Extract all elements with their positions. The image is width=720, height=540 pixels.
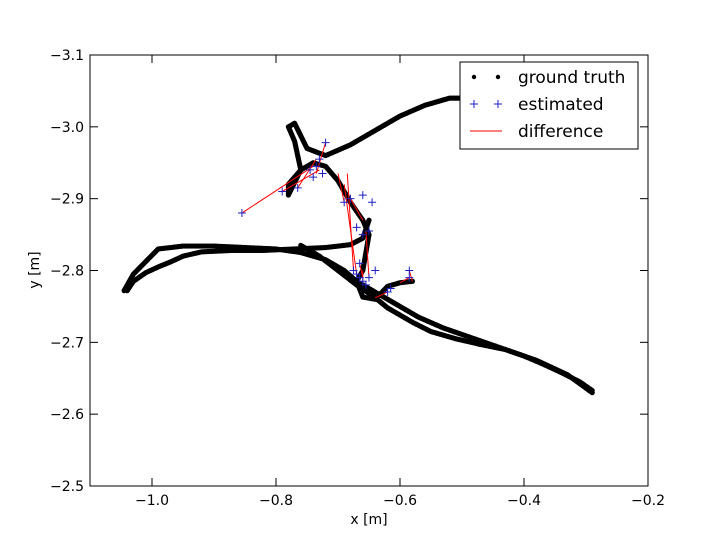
estimated-point (358, 191, 367, 200)
legend-label-estimated: estimated (518, 95, 604, 115)
estimated-point (371, 266, 380, 275)
y-tick-label: −3.0 (50, 120, 84, 136)
ground-truth-point (366, 217, 372, 223)
estimated-point (346, 194, 355, 203)
estimated-point (368, 198, 377, 207)
estimated-point (340, 198, 349, 207)
estimated-point (386, 284, 395, 293)
legend-box (459, 61, 639, 150)
x-tick-label: −0.2 (631, 493, 665, 509)
difference-line (315, 142, 327, 174)
x-tick-label: −0.8 (259, 493, 293, 509)
difference-line (365, 230, 370, 278)
estimated-point (361, 280, 370, 289)
difference-line (297, 158, 317, 189)
estimated-point (355, 259, 364, 268)
estimated-point (312, 162, 321, 171)
difference-line (346, 173, 354, 271)
x-axis-label: x [m] (350, 512, 387, 528)
y-tick-label: −2.7 (50, 335, 84, 351)
estimated-point (293, 183, 302, 192)
y-axis-label: y [m] (27, 251, 43, 288)
estimated-point (309, 173, 318, 182)
y-tick-label: −3.1 (50, 48, 84, 64)
estimated-point (306, 165, 315, 174)
estimated-point (321, 138, 330, 147)
legend-label-difference: difference (518, 122, 603, 142)
difference-line (337, 173, 345, 203)
y-axis-ticks: −2.5 −2.6 −2.7 −2.8 −2.9 −3.0 −3.1 (50, 48, 648, 495)
legend-marker-ground-truth (471, 74, 477, 80)
estimated-point (278, 187, 287, 196)
y-tick-label: −2.9 (50, 192, 84, 208)
estimated-point (318, 169, 327, 178)
estimated-point (237, 209, 246, 218)
x-axis-ticks: −1.0 −0.8 −0.6 −0.4 −0.2 (135, 55, 665, 509)
difference-line (241, 165, 314, 214)
difference-line (343, 184, 358, 275)
legend-marker-estimated (470, 100, 502, 108)
estimated-point (315, 155, 324, 164)
y-tick-label: −2.5 (50, 479, 84, 495)
x-tick-label: −0.6 (383, 493, 417, 509)
estimated-point (405, 266, 414, 275)
estimated-point (365, 226, 373, 235)
difference-line (359, 263, 364, 278)
y-tick-label: −2.8 (50, 264, 84, 280)
legend: ground truth estimated difference (459, 61, 639, 150)
difference-line (399, 277, 410, 284)
estimated-point (352, 223, 361, 232)
estimated-point (358, 230, 367, 239)
y-tick-label: −2.6 (50, 407, 84, 423)
legend-label-ground-truth: ground truth (518, 68, 625, 88)
legend-marker-ground-truth (495, 74, 501, 80)
x-tick-label: −0.4 (507, 493, 541, 509)
difference-line (408, 270, 413, 282)
ground-truth-point (589, 387, 595, 394)
x-tick-label: −1.0 (135, 493, 169, 509)
estimated-point (365, 273, 373, 282)
axes-frame (89, 54, 649, 487)
difference-line (349, 198, 364, 221)
difference-line (374, 291, 388, 299)
estimated-point (405, 273, 414, 282)
